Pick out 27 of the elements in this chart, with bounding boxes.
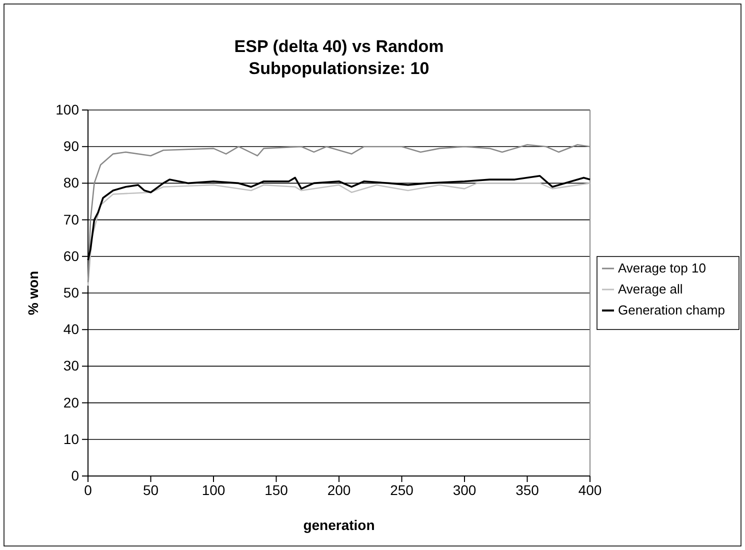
y-tick-label: 60: [63, 248, 80, 264]
y-tick-label: 100: [56, 101, 80, 118]
y-tick-label: 10: [63, 430, 80, 447]
y-tick-label: 90: [63, 138, 80, 154]
y-axis-title: % won: [25, 270, 41, 316]
x-tick-label: 150: [264, 482, 288, 498]
y-tick-label: 70: [63, 211, 80, 228]
x-tick-label: 50: [142, 482, 159, 498]
x-tick-label: 0: [84, 482, 92, 498]
legend-label: Generation champ: [618, 302, 725, 318]
x-tick-label: 100: [202, 482, 226, 498]
x-tick-label: 400: [578, 482, 602, 498]
legend-label: Average all: [618, 282, 683, 296]
y-tick-label: 80: [63, 174, 80, 191]
y-tick-label: 30: [63, 358, 80, 374]
legend-label: Average top 10: [618, 260, 706, 276]
x-tick-label: 200: [327, 482, 351, 498]
y-tick-label: 40: [63, 321, 80, 338]
x-tick-label: 350: [516, 482, 540, 498]
y-tick-label: 0: [71, 467, 80, 484]
x-tick-label: 300: [452, 482, 476, 498]
x-axis-title: generation: [303, 517, 375, 533]
chart-subtitle: Subpopulationsize: 10: [248, 59, 430, 78]
y-tick-label: 50: [63, 284, 80, 300]
x-tick-label: 250: [390, 482, 414, 498]
chart-title: ESP (delta 40) vs Random: [234, 37, 444, 56]
y-tick-label: 20: [63, 394, 80, 410]
